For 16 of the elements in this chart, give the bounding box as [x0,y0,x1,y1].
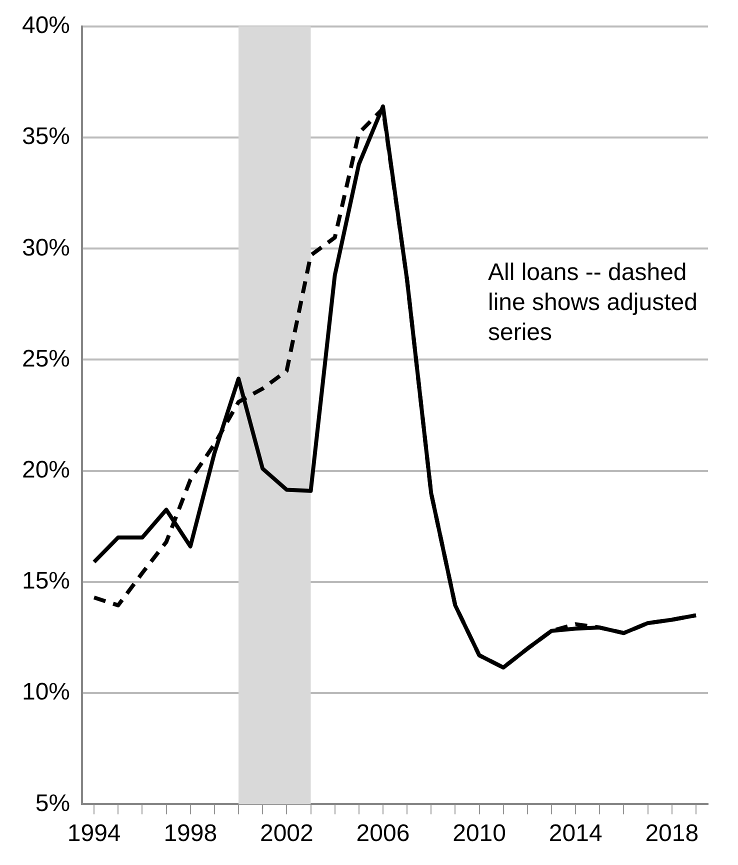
x-tick-label: 2002 [260,820,314,848]
y-tick-label: 20% [22,456,70,484]
x-tick-label: 1994 [67,820,121,848]
y-tick-label: 40% [22,12,70,40]
annotation: All loans -- dashed line shows adjusted series [488,258,698,348]
x-tick-label: 2014 [548,820,602,848]
y-tick-label: 5% [35,790,70,817]
x-tick-label: 2018 [645,820,699,848]
x-tick-label: 2010 [452,820,506,848]
y-tick-label: 10% [22,678,70,706]
x-tick-label: 1998 [164,820,218,848]
y-tick-label: 35% [22,123,70,150]
y-tick-label: 15% [22,568,70,595]
y-tick-label: 25% [22,345,70,372]
x-tick-label: 2006 [356,820,410,848]
y-tick-label: 30% [22,234,70,262]
